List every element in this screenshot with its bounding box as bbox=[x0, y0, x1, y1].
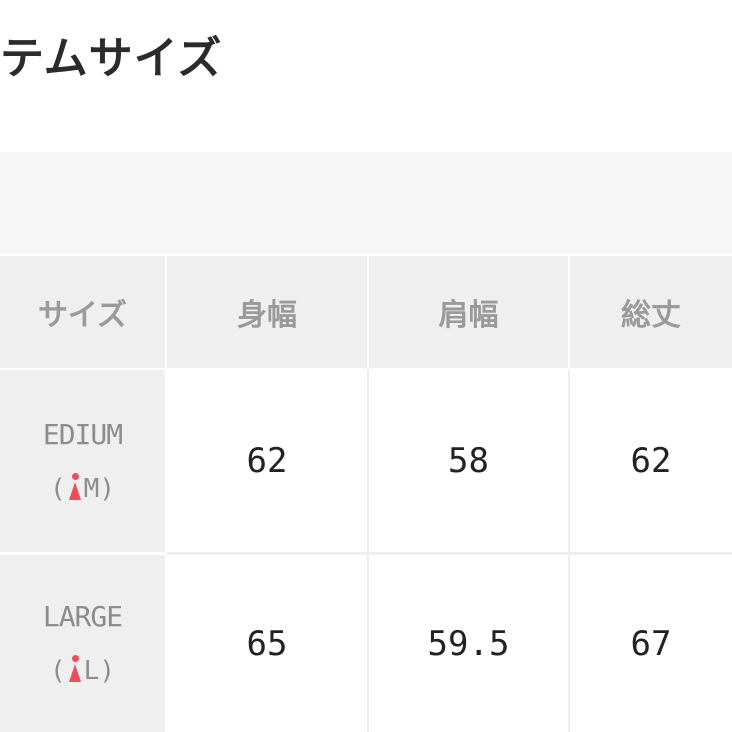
table-cell: 65 bbox=[167, 555, 367, 732]
column-divider bbox=[568, 370, 570, 732]
woman-icon bbox=[68, 472, 82, 505]
table-cell: 62 bbox=[167, 370, 367, 552]
header-size: サイズ bbox=[0, 256, 165, 368]
size-name: LARGE bbox=[42, 600, 123, 633]
row-label-medium: EDIUM (M) bbox=[0, 370, 165, 552]
size-code: (L) bbox=[50, 655, 115, 687]
table-cell: 59.5 bbox=[369, 555, 568, 732]
table-caption-band bbox=[0, 152, 732, 254]
header-shoulder-width: 肩幅 bbox=[369, 256, 568, 368]
size-letter: M bbox=[83, 473, 100, 504]
size-letter: L bbox=[83, 656, 100, 686]
size-code: (M) bbox=[50, 472, 115, 505]
header-length: 総丈 bbox=[570, 256, 732, 368]
column-divider bbox=[367, 370, 369, 732]
page-title: テムサイズ bbox=[0, 33, 223, 84]
table-cell: 67 bbox=[570, 555, 732, 732]
table-cell: 58 bbox=[369, 370, 568, 552]
table-cell: 62 bbox=[570, 370, 732, 552]
header-body-width: 身幅 bbox=[167, 256, 367, 368]
row-divider bbox=[167, 552, 732, 555]
woman-icon bbox=[68, 655, 82, 687]
size-name: EDIUM bbox=[42, 417, 123, 451]
row-label-large: LARGE (L) bbox=[0, 555, 165, 732]
